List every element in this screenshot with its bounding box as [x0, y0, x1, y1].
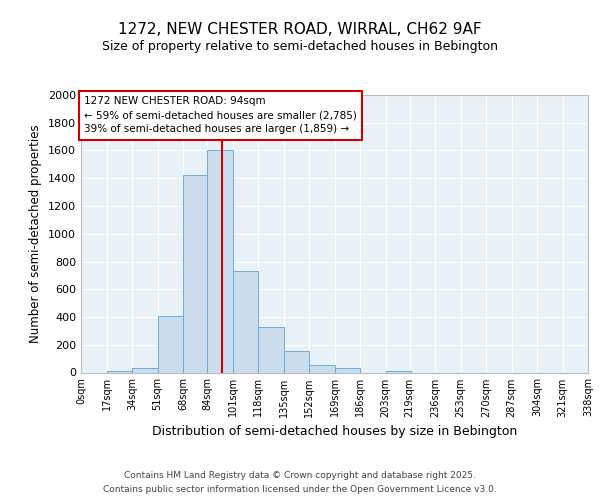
- Text: 1272, NEW CHESTER ROAD, WIRRAL, CH62 9AF: 1272, NEW CHESTER ROAD, WIRRAL, CH62 9AF: [118, 22, 482, 38]
- Bar: [132, 368, 157, 372]
- Text: Contains HM Land Registry data © Crown copyright and database right 2025.: Contains HM Land Registry data © Crown c…: [124, 472, 476, 480]
- Text: 1272 NEW CHESTER ROAD: 94sqm
← 59% of semi-detached houses are smaller (2,785)
3: 1272 NEW CHESTER ROAD: 94sqm ← 59% of se…: [84, 96, 357, 134]
- Text: Contains public sector information licensed under the Open Government Licence v3: Contains public sector information licen…: [103, 484, 497, 494]
- Bar: [233, 271, 258, 372]
- Bar: [107, 371, 132, 372]
- X-axis label: Distribution of semi-detached houses by size in Bebington: Distribution of semi-detached houses by …: [152, 425, 517, 438]
- Bar: [183, 176, 209, 372]
- Bar: [335, 368, 360, 372]
- Bar: [157, 316, 183, 372]
- Text: Size of property relative to semi-detached houses in Bebington: Size of property relative to semi-detach…: [102, 40, 498, 53]
- Bar: [207, 150, 233, 372]
- Bar: [284, 351, 309, 372]
- Bar: [309, 365, 335, 372]
- Bar: [258, 326, 284, 372]
- Bar: [386, 371, 411, 372]
- Y-axis label: Number of semi-detached properties: Number of semi-detached properties: [29, 124, 43, 343]
